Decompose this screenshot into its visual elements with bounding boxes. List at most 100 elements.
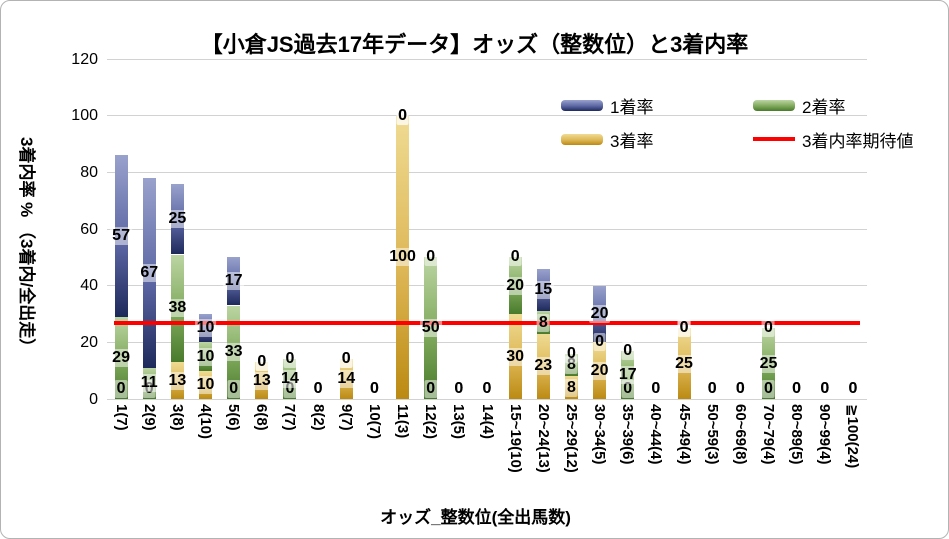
data-label-1着率: 15 [532, 280, 555, 299]
data-label-1着率: 0 [677, 319, 691, 338]
data-label-1着率: 17 [222, 272, 245, 291]
data-label-1着率: 20 [588, 305, 611, 323]
x-axis-tick-label: 9(7) [337, 404, 355, 431]
data-label-1着率: 57 [110, 227, 132, 246]
data-label-2着率: 17 [616, 365, 639, 384]
chart-title: 【小倉JS過去17年データ】オッズ（整数位）と3着内率 [192, 27, 757, 59]
data-label-1着率: 0 [649, 380, 663, 398]
data-label-3着率: 0 [227, 380, 241, 398]
x-axis-tick-label: 6(8) [253, 404, 271, 431]
x-axis-tick-label: 25~29(12) [562, 404, 580, 473]
x-axis-tick-label: 1(7) [112, 404, 130, 431]
gridline [107, 115, 867, 117]
x-axis-tick-label: 8(2) [309, 404, 327, 431]
data-label-2着率: 11 [138, 374, 160, 393]
data-label-1着率: 0 [452, 380, 466, 398]
data-label-3着率: 30 [504, 347, 527, 366]
x-axis-tick-label: 10(7) [365, 404, 383, 440]
data-label-2着率: 25 [757, 354, 780, 373]
x-axis-tick-label: 3(8) [168, 404, 186, 431]
x-axis-tick-label: 40~44(4) [647, 404, 665, 465]
data-label-1着率: 0 [705, 380, 719, 398]
data-label-2着率: 8 [536, 313, 550, 332]
y-axis-tick-label: 60 [80, 220, 98, 238]
data-label-3着率: 8 [564, 378, 578, 397]
x-axis-tick-label: 80~89(5) [788, 404, 806, 465]
data-label-2着率: 14 [279, 370, 301, 389]
data-label-1着率: 0 [367, 380, 381, 398]
data-label-2着率: 33 [222, 343, 245, 362]
data-label-1着率: 0 [424, 248, 438, 267]
data-label-1着率: 0 [790, 380, 804, 398]
x-axis-tick-label: 13(5) [450, 404, 468, 440]
gridline [107, 285, 867, 287]
y-axis-tick-label: 40 [80, 277, 98, 295]
data-label-3着率: 14 [335, 370, 358, 389]
gridline [107, 171, 867, 173]
data-label-2着率: 29 [110, 348, 132, 367]
data-label-3着率: 25 [673, 354, 695, 373]
data-label-1着率: 0 [255, 353, 269, 372]
data-label-3着率: 0 [621, 380, 635, 398]
x-axis-tick-label: 20~24(13) [534, 404, 552, 473]
x-axis-tick-label: 15~19(10) [506, 404, 524, 473]
data-label-2着率: 38 [166, 299, 189, 318]
data-label-3着率: 13 [250, 371, 273, 390]
data-label-3着率: 0 [424, 380, 438, 398]
x-axis-tick-label: 45~49(4) [675, 404, 693, 465]
data-label-1着率: 0 [762, 319, 775, 338]
x-axis-title: オッズ_整数位(全出馬数) [380, 508, 571, 527]
data-label-3着率: 13 [166, 371, 189, 390]
y-axis-tick-label: 80 [80, 163, 98, 181]
data-label-1着率: 0 [508, 248, 522, 267]
data-label-2着率: 0 [593, 333, 607, 352]
data-label-1着率: 10 [194, 319, 217, 338]
x-axis-tick-label: 2(9) [140, 404, 158, 431]
y-axis-tick-label: 20 [80, 333, 98, 351]
data-label-3着率: 100 [387, 248, 418, 267]
x-axis-tick-label: 90~99(4) [816, 404, 834, 465]
x-axis-tick-label: 4(10) [197, 404, 215, 440]
data-label-1着率: 0 [621, 341, 635, 360]
data-label-1着率: 0 [733, 380, 747, 398]
data-label-1着率: 0 [396, 106, 409, 125]
data-label-1着率: 25 [166, 210, 189, 229]
x-axis-tick-label: 60~69(8) [731, 404, 749, 465]
expected-line [114, 320, 860, 325]
y-axis-tick-label: 120 [71, 50, 98, 68]
x-axis-tick-label: 7(7) [281, 404, 299, 431]
data-label-1着率: 0 [564, 344, 578, 363]
data-label-2着率: 10 [194, 347, 217, 366]
gridline [107, 341, 867, 343]
x-axis-tick-label: 12(2) [422, 404, 440, 440]
data-label-3着率: 0 [762, 380, 775, 398]
data-label-1着率: 0 [846, 380, 860, 398]
data-label-1着率: 67 [138, 263, 161, 282]
x-axis-tick-label: 5(6) [225, 404, 243, 431]
gridline [107, 58, 867, 60]
y-axis-tick-label: 0 [89, 390, 98, 408]
data-label-1着率: 0 [283, 350, 297, 369]
data-label-2着率: 50 [419, 319, 442, 338]
x-axis-tick-label: 50~59(3) [703, 404, 721, 465]
x-axis-tick-label: 30~34(5) [591, 404, 609, 465]
y-axis-tick-label: 100 [71, 107, 98, 125]
data-label-3着率: 20 [588, 361, 611, 380]
data-label-3着率: 23 [532, 357, 555, 376]
data-label-3着率: 10 [194, 375, 217, 394]
data-label-2着率: 20 [504, 276, 527, 295]
data-label-1着率: 0 [339, 350, 353, 369]
x-axis-tick-label: ≧100(24) [844, 404, 862, 469]
data-label-1着率: 0 [480, 380, 494, 398]
gridline [107, 398, 867, 400]
y-axis-title: 3着内率 % （3着内/全出走） [17, 137, 36, 356]
gridline [107, 228, 867, 230]
x-axis-tick-label: 11(3) [394, 404, 412, 439]
data-label-1着率: 0 [311, 380, 325, 398]
data-label-1着率: 0 [818, 380, 832, 398]
x-axis-tick-label: 70~79(4) [759, 404, 777, 465]
x-axis-tick-label: 35~39(6) [619, 404, 637, 465]
x-axis-tick-label: 14(4) [478, 404, 496, 440]
